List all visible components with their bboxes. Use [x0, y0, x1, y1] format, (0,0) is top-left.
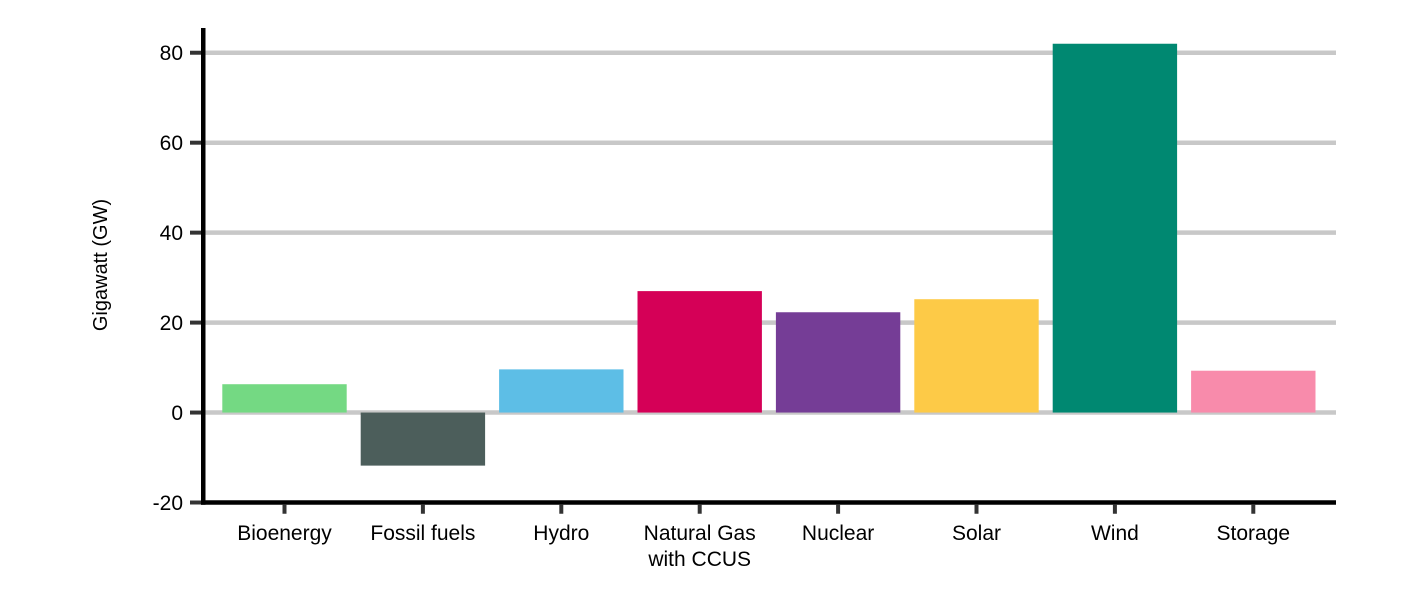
plot-area: -20 0 20 40 60 80 Bioenergy Fossil fuels Hydro Na… [153, 28, 1336, 571]
bar-hydro [499, 369, 624, 413]
bar-wind [1052, 43, 1178, 413]
x-category-label-bioenergy: Bioenergy [237, 522, 332, 545]
x-category-label-natural-gas: Natural Gas with CCUS [644, 522, 756, 571]
y-axis-title: Gigawatt (GW) [90, 199, 112, 331]
y-tick-label-0: 0 [171, 402, 183, 425]
bar-storage [1191, 370, 1316, 413]
y-tick-label-20: 20 [160, 312, 183, 335]
bar-natural-gas [637, 291, 762, 413]
x-category-label-hydro: Hydro [533, 522, 589, 545]
bar-nuclear [775, 312, 901, 413]
x-category-label-wind: Wind [1091, 522, 1139, 545]
x-category-label-fossil-fuels: Fossil fuels [370, 522, 475, 545]
x-category-label-storage: Storage [1217, 522, 1291, 545]
y-tick-label-40: 40 [160, 222, 183, 245]
x-category-label-solar: Solar [952, 522, 1001, 545]
y-tick-label-60: 60 [160, 132, 183, 155]
bar-fossil-fuels [360, 412, 486, 466]
x-category-label-nuclear: Nuclear [802, 522, 874, 545]
y-tick-label-80: 80 [160, 42, 183, 65]
bar-solar [914, 299, 1039, 413]
y-tick-label--20: -20 [153, 492, 183, 515]
bar-bioenergy [222, 384, 347, 413]
